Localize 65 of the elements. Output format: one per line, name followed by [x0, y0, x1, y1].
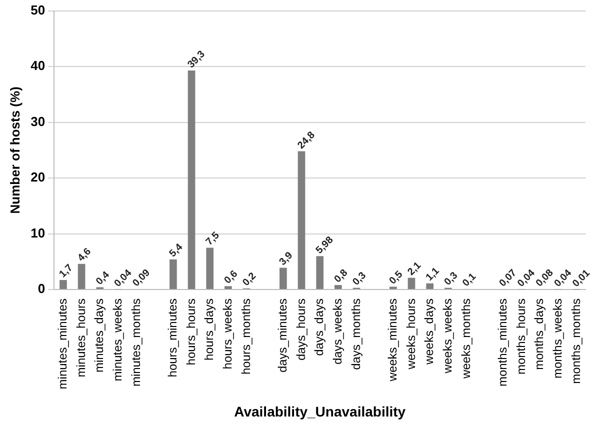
- bar: [224, 286, 232, 289]
- data-label: 39,3: [186, 48, 208, 71]
- x-tick-label: hours_hours: [184, 298, 198, 366]
- x-tick-label: minutes_hours: [74, 298, 88, 378]
- x-tick-label: months_weeks: [550, 298, 564, 379]
- y-axis-title: Number of hosts (%): [7, 86, 22, 214]
- data-label: 0,3: [442, 270, 460, 288]
- bar: [60, 280, 67, 289]
- x-tick-label: minutes_months: [128, 298, 143, 387]
- x-tick-label: months_hours: [514, 298, 528, 375]
- x-tick-label: months_days: [532, 298, 546, 370]
- x-tick-label: weeks_weeks: [440, 298, 454, 374]
- y-tick-label: 50: [30, 2, 46, 18]
- x-tick-label: months_minutes: [495, 298, 510, 387]
- data-label: 4,6: [76, 246, 94, 264]
- x-tick-label: days_minutes: [275, 298, 290, 373]
- data-label: 0,5: [387, 268, 406, 287]
- bar: [298, 151, 306, 289]
- x-tick-label: minutes_weeks: [110, 298, 125, 382]
- data-label: 1,7: [58, 262, 76, 280]
- x-tick-label: minutes_days: [92, 298, 106, 373]
- y-tick-label: 10: [30, 225, 46, 240]
- x-tick-label: weeks_minutes: [385, 298, 400, 382]
- y-tick-label: 20: [30, 170, 46, 185]
- bar: [78, 264, 86, 289]
- bar: [334, 285, 342, 289]
- x-tick-label: hours_minutes: [166, 298, 180, 378]
- data-label: 0,4: [94, 269, 112, 288]
- bar: [170, 259, 177, 289]
- data-label: 2,1: [406, 260, 424, 278]
- x-tick-label: hours_days: [202, 298, 216, 361]
- data-label: 0,1: [460, 271, 479, 289]
- data-label: 3,9: [277, 250, 296, 268]
- x-tick-label: weeks_months: [458, 298, 473, 380]
- bar: [316, 256, 324, 289]
- y-tick-label: 40: [30, 58, 46, 74]
- data-label: 0,08: [534, 267, 556, 290]
- bar: [280, 268, 287, 289]
- data-label: 0,2: [240, 270, 259, 288]
- x-tick-label: months_months: [568, 298, 583, 384]
- data-label: 1,1: [424, 266, 442, 284]
- bar: [426, 283, 434, 289]
- x-tick-label: hours_weeks: [220, 298, 235, 370]
- data-label: 0,01: [570, 268, 593, 290]
- data-label: 0,6: [222, 268, 240, 286]
- x-tick-label: weeks_days: [422, 298, 436, 366]
- data-label: 0,3: [350, 270, 369, 288]
- bar: [206, 248, 214, 289]
- x-tick-label: weeks_hours: [404, 298, 418, 370]
- y-tick-label: 30: [30, 114, 46, 129]
- data-label: 5,98: [314, 234, 336, 256]
- x-tick-label: days_days: [312, 298, 326, 356]
- x-tick-label: hours_months: [238, 298, 253, 375]
- data-label: 0,09: [130, 267, 153, 290]
- data-label: 5,4: [167, 242, 186, 260]
- x-tick-label: minutes_minutes: [56, 298, 70, 390]
- x-tick-label: days_weeks: [330, 298, 344, 365]
- x-tick-label: days_hours: [294, 298, 308, 361]
- data-label: 0,8: [332, 267, 350, 286]
- y-tick-label: 0: [38, 281, 46, 296]
- x-tick-label: days_months: [348, 298, 363, 370]
- bar: [188, 70, 196, 289]
- x-axis-title: Availability_Unavailability: [234, 403, 406, 420]
- bar: [408, 278, 416, 289]
- data-label: 7,5: [204, 230, 222, 248]
